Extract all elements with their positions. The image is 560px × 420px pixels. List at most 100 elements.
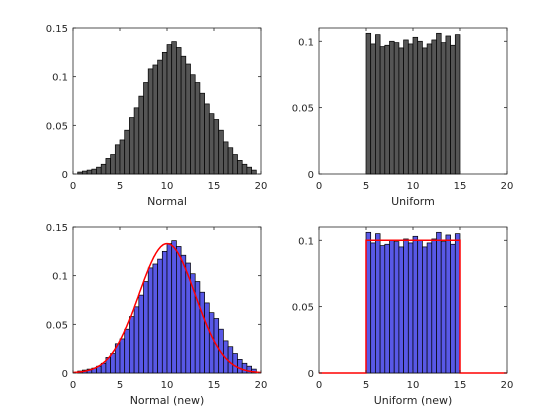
histogram-bar — [199, 291, 205, 374]
histogram-bar — [133, 306, 140, 374]
pdf-curve — [319, 239, 507, 374]
x-tick-label: 15 — [208, 380, 221, 391]
histogram-bar — [166, 243, 173, 374]
histogram-bar — [232, 154, 238, 175]
histogram-bar — [370, 43, 376, 175]
histogram-bar — [161, 250, 168, 374]
histogram-bar — [129, 316, 135, 374]
histogram-bar — [143, 281, 149, 374]
histogram-bar — [208, 312, 215, 374]
histogram-bar — [161, 51, 168, 175]
x-tick-label: 20 — [255, 181, 268, 192]
x-tick-label: 5 — [117, 181, 123, 192]
histogram-bar — [129, 117, 135, 175]
x-axis-label: Uniform — [391, 195, 435, 208]
y-tick-label: 0 — [308, 170, 314, 181]
histogram-bar — [241, 362, 248, 374]
uniform-new-histogram-panel: 0 5 10 15 20 0 0.05 0.1 Uniform (new) — [292, 226, 514, 407]
histogram-bar — [232, 353, 238, 374]
histogram-bar — [426, 43, 433, 175]
histogram-bar — [124, 328, 130, 374]
histogram-bar — [398, 47, 404, 175]
histogram-bar — [389, 239, 395, 374]
histogram-bar — [204, 103, 210, 175]
histogram-bar — [375, 34, 381, 175]
histogram-bar — [251, 169, 257, 175]
histogram-bar — [370, 242, 376, 374]
histogram-bar — [114, 144, 121, 175]
histogram-bar — [393, 241, 400, 374]
histogram-bar — [96, 166, 102, 175]
x-tick-label: 0 — [70, 181, 76, 192]
histogram-bar — [407, 43, 414, 175]
histogram-bar — [152, 64, 158, 175]
histogram-bar — [171, 41, 177, 175]
x-tick-label: 5 — [363, 380, 369, 391]
x-tick-label: 20 — [501, 380, 514, 391]
histogram-bar — [180, 55, 187, 175]
y-tick-label: 0.15 — [46, 223, 68, 234]
histogram-bar — [138, 294, 144, 374]
histogram-bar — [422, 47, 428, 175]
y-tick-label: 0.1 — [52, 272, 68, 283]
y-tick-label: 0.1 — [52, 73, 68, 84]
histogram-bar — [398, 246, 404, 374]
histogram-bar — [379, 46, 386, 175]
histogram-bar — [110, 154, 116, 175]
histogram-bar — [77, 171, 83, 175]
x-tick-label: 10 — [407, 181, 420, 192]
histogram-bar — [365, 32, 372, 175]
histogram-bar — [440, 241, 447, 374]
histogram-bar — [208, 113, 215, 175]
histogram-bar — [237, 359, 243, 374]
histogram-bar — [379, 245, 386, 374]
histogram-bar — [204, 302, 210, 374]
histogram-bar — [241, 163, 248, 175]
histogram-bar — [384, 44, 390, 175]
x-axis-label: Normal — [147, 195, 187, 208]
histogram-bar — [445, 35, 451, 175]
y-tick-label: 0 — [308, 369, 314, 380]
histogram-bar — [82, 170, 88, 175]
histogram-bar — [417, 40, 423, 175]
x-tick-label: 15 — [454, 380, 467, 391]
histogram-bar — [180, 254, 187, 374]
y-tick-label: 0.05 — [46, 320, 68, 331]
histogram-bar — [403, 39, 409, 175]
histogram-bar — [417, 239, 423, 374]
histogram-bar — [450, 243, 456, 374]
histogram-bar — [105, 158, 111, 175]
histogram-bar — [403, 238, 409, 374]
histogram-bar — [412, 235, 419, 374]
histogram-bar — [133, 107, 140, 175]
histogram-bar — [436, 32, 442, 175]
histogram-bar — [407, 242, 414, 374]
histogram-bar — [426, 242, 433, 374]
y-tick-label: 0.05 — [292, 303, 314, 314]
histogram-bar — [100, 163, 107, 175]
histogram-bar — [185, 63, 191, 175]
y-tick-label: 0.1 — [298, 37, 314, 48]
histogram-bar — [422, 246, 428, 374]
histogram-bar — [445, 234, 451, 374]
x-tick-label: 5 — [117, 380, 123, 391]
uniform-histogram-panel: 0 5 10 15 20 0 0.05 0.1 Uniform — [292, 27, 513, 208]
pdf-curve — [72, 242, 262, 374]
y-tick-label: 0.15 — [46, 24, 68, 35]
histogram-bar — [237, 160, 243, 175]
histogram-bar — [389, 40, 395, 175]
histogram-bar — [436, 231, 442, 374]
histogram-bar — [227, 147, 234, 175]
histogram-bar — [223, 141, 229, 175]
histogram-bar — [431, 39, 437, 175]
histogram-bar — [166, 44, 173, 175]
histogram-bar — [450, 44, 456, 175]
histogram-bar — [176, 246, 182, 374]
histogram-bar — [440, 42, 447, 175]
histogram-bar — [375, 233, 381, 374]
x-tick-label: 5 — [363, 181, 369, 192]
x-tick-label: 0 — [70, 380, 76, 391]
histogram-bar — [412, 36, 419, 175]
normal-new-histogram-panel: 0 5 10 15 20 0 0.05 0.1 0.15 Normal (new) — [46, 223, 268, 407]
